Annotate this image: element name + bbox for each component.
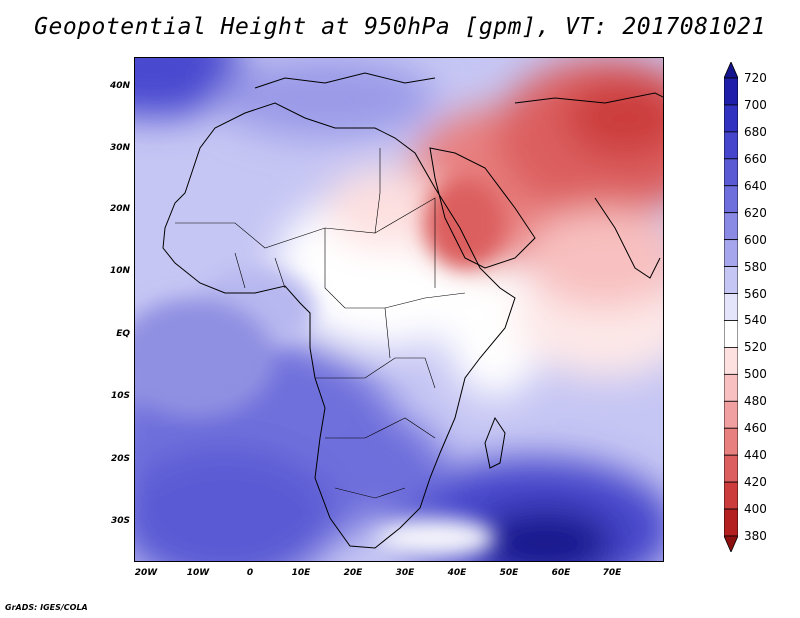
colorbar-swatch <box>724 373 738 402</box>
colorbar <box>724 62 738 552</box>
colorbar-swatch <box>724 508 738 537</box>
lon-label-50e: 50E <box>499 568 519 578</box>
colorbar-label: 560 <box>744 286 767 301</box>
plot-title: Geopotential Height at 950hPa [gpm], VT:… <box>34 14 766 40</box>
lon-label-30e: 30E <box>395 568 415 578</box>
colorbar-swatch <box>724 185 738 214</box>
country-borders <box>175 148 466 499</box>
colorbar-swatch <box>724 77 738 106</box>
lon-label-20w: 20W <box>134 568 158 578</box>
colorbar-label: 720 <box>744 71 767 85</box>
lon-label-10e: 10E <box>291 568 311 578</box>
colorbar-label: 600 <box>744 232 767 247</box>
lat-label-10n: 10N <box>109 266 130 276</box>
colorbar-swatch <box>724 239 738 267</box>
colorbar-label: 660 <box>744 151 767 166</box>
colorbar-swatch <box>724 131 738 160</box>
grads-credit: GrADS: IGES/COLA <box>5 603 88 612</box>
colorbar-swatch <box>724 293 738 321</box>
colorbar-swatch <box>724 266 738 294</box>
lat-label-20s: 20S <box>110 454 130 464</box>
colorbar-swatch <box>724 400 738 429</box>
map-plot-area <box>134 57 664 562</box>
lon-label-70e: 70E <box>602 568 622 578</box>
colorbar-label: 500 <box>744 367 767 382</box>
lat-label-eq: EQ <box>116 329 130 339</box>
lat-label-10s: 10S <box>110 391 130 401</box>
colorbar-swatch <box>724 427 738 456</box>
colorbar-label: 480 <box>744 394 767 409</box>
colorbar-label: 540 <box>744 313 767 328</box>
colorbar-swatch <box>724 212 738 241</box>
colorbar-label: 380 <box>744 529 767 543</box>
lon-label-60e: 60E <box>551 568 571 578</box>
colorbar-label: 620 <box>744 205 767 220</box>
colorbar-label: 640 <box>744 178 767 193</box>
colorbar-label: 520 <box>744 340 767 355</box>
colorbar-swatch <box>724 481 738 510</box>
lon-label-10w: 10W <box>186 568 210 578</box>
geopotential-field <box>135 58 663 561</box>
colorbar-label: 400 <box>744 502 767 517</box>
colorbar-label: 440 <box>744 448 767 463</box>
lat-label-30n: 30N <box>109 143 130 153</box>
colorbar-label: 680 <box>744 124 767 139</box>
lon-label-40e: 40E <box>447 568 467 578</box>
colorbar-label: 420 <box>744 475 767 490</box>
colorbar-top-arrow <box>724 62 738 79</box>
colorbar-swatch <box>724 320 738 348</box>
colorbar-label: 460 <box>744 421 767 436</box>
colorbar-bottom-arrow <box>724 535 738 552</box>
lon-label-20e: 20E <box>343 568 363 578</box>
coastlines <box>162 72 663 549</box>
colorbar-swatch <box>724 158 738 187</box>
lat-label-30s: 30S <box>110 516 130 526</box>
lat-label-40n: 40N <box>109 81 130 91</box>
colorbar-label: 580 <box>744 259 767 274</box>
colorbar-label: 700 <box>744 97 767 112</box>
colorbar-swatch <box>724 454 738 483</box>
colorbar-swatch <box>724 104 738 133</box>
lat-label-20n: 20N <box>109 204 130 214</box>
colorbar-swatch <box>724 347 738 375</box>
lon-label-0: 0 <box>246 568 254 578</box>
